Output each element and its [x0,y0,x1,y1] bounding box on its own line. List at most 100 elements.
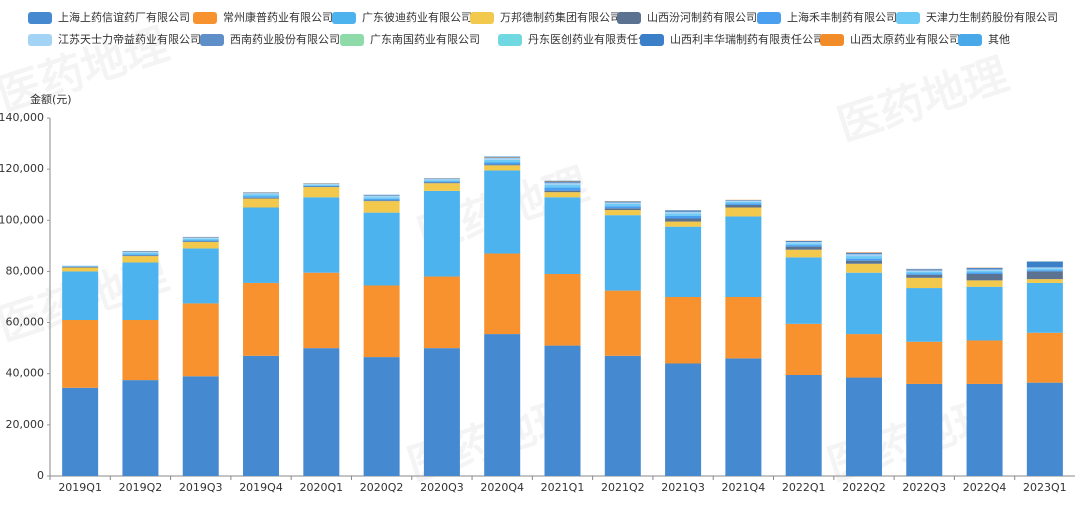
legend-swatch [193,12,217,24]
legend-label: 常州康普药业有限公司 [223,10,333,24]
bar-segment [665,297,702,364]
x-tick-label: 2020Q2 [360,481,404,494]
bar-segment [906,270,943,272]
bar-segment [484,156,521,158]
bar-segment [725,201,762,204]
bar-segment [845,263,882,273]
bar-segment [725,358,762,476]
bar-segment [423,190,460,277]
bar-segment [182,248,219,304]
legend-swatch [332,12,356,24]
bar-segment [906,269,943,271]
bar-segment [845,260,882,264]
bar-segment [303,272,340,349]
bar-segment [665,218,702,222]
bar-segment [725,203,762,205]
x-tick-label: 2023Q1 [1023,481,1067,494]
bar-segment [966,270,1003,273]
bar-segment [1026,332,1063,383]
bar-segment [243,194,280,197]
legend-label: 西南药业股份有限公司 [230,32,340,46]
bar-segment [725,200,762,201]
bar-segment [1026,261,1063,262]
bar-segment [62,266,99,267]
x-tick-label: 2022Q2 [842,481,886,494]
legend-swatch [640,34,664,46]
bar-segment [363,285,400,358]
bar-segment [423,276,460,349]
bar-segment [243,192,280,194]
bar-segment [484,164,521,166]
bar-segment [182,240,219,242]
bar-segment [423,178,460,180]
bar-segment [484,334,521,476]
bar-segment [604,206,641,209]
bar-segment [122,320,159,381]
bar-segment [785,241,822,243]
bar-segment [725,204,762,208]
legend-swatch [820,34,844,46]
bar-segment [544,180,581,182]
legend-label: 山西汾河制药有限公司 [647,10,757,24]
x-tick-label: 2020Q1 [299,481,343,494]
bar-segment [363,194,400,196]
bar-segment [845,334,882,378]
bar-segment [966,272,1003,274]
bar-segment [182,237,219,238]
bar-segment [122,251,159,252]
bar-segment [966,269,1003,271]
bar-segment [966,267,1003,269]
bar-segment [544,190,581,193]
bar-segment [363,212,400,286]
bar-segment [604,201,641,203]
x-tick-label: 2021Q4 [722,481,766,494]
x-tick-label: 2021Q1 [541,481,585,494]
bar-segment [1026,261,1063,268]
bar-segment [906,270,943,271]
bar-segment [484,165,521,171]
bar-segment [845,254,882,257]
legend-label: 山西利丰华瑞制药有限责任公司 [670,32,824,46]
bar-segment [906,288,943,342]
legend-label: 天津力生制药股份有限公司 [926,10,1058,24]
legend-swatch [28,12,52,24]
legend-label: 广东南国药业有限公司 [370,32,480,46]
bar-segment [484,159,521,163]
legend-swatch [958,34,982,46]
legend-label: 上海禾丰制药有限公司 [787,10,897,24]
bar-segment [363,357,400,476]
bar-segment [725,297,762,359]
bar-segment [544,345,581,476]
legend-swatch [757,12,781,24]
bar-segment [785,240,822,242]
legend-swatch [896,12,920,24]
bar-segment [725,216,762,297]
y-tick-label: 80,000 [6,264,45,277]
bar-segment [845,377,882,476]
bar-segment [725,207,762,217]
legend-label: 江苏天士力帝益药业有限公司 [58,32,201,46]
bar-segment [906,383,943,476]
bar-segment [544,273,581,346]
legend-swatch [340,34,364,46]
bar-segment [665,221,702,227]
bar-segment [303,185,340,187]
bar-segment [665,213,702,216]
bar-segment [966,286,1003,341]
bar-segment [62,320,99,388]
bar-segment [484,156,521,157]
bar-segment [423,182,460,184]
bar-segment [122,251,159,254]
watermark: 医药地理 [831,49,1014,152]
bar-segment [243,282,280,356]
bar-segment [243,196,280,198]
bar-segment [303,184,340,186]
bar-segment [665,210,702,212]
legend-swatch [498,34,522,46]
bar-segment [423,181,460,183]
y-tick-label: 100,000 [0,213,44,226]
bar-segment [1026,271,1063,280]
bar-segment [604,290,641,356]
bar-segment [845,253,882,255]
bar-segment [423,183,460,191]
